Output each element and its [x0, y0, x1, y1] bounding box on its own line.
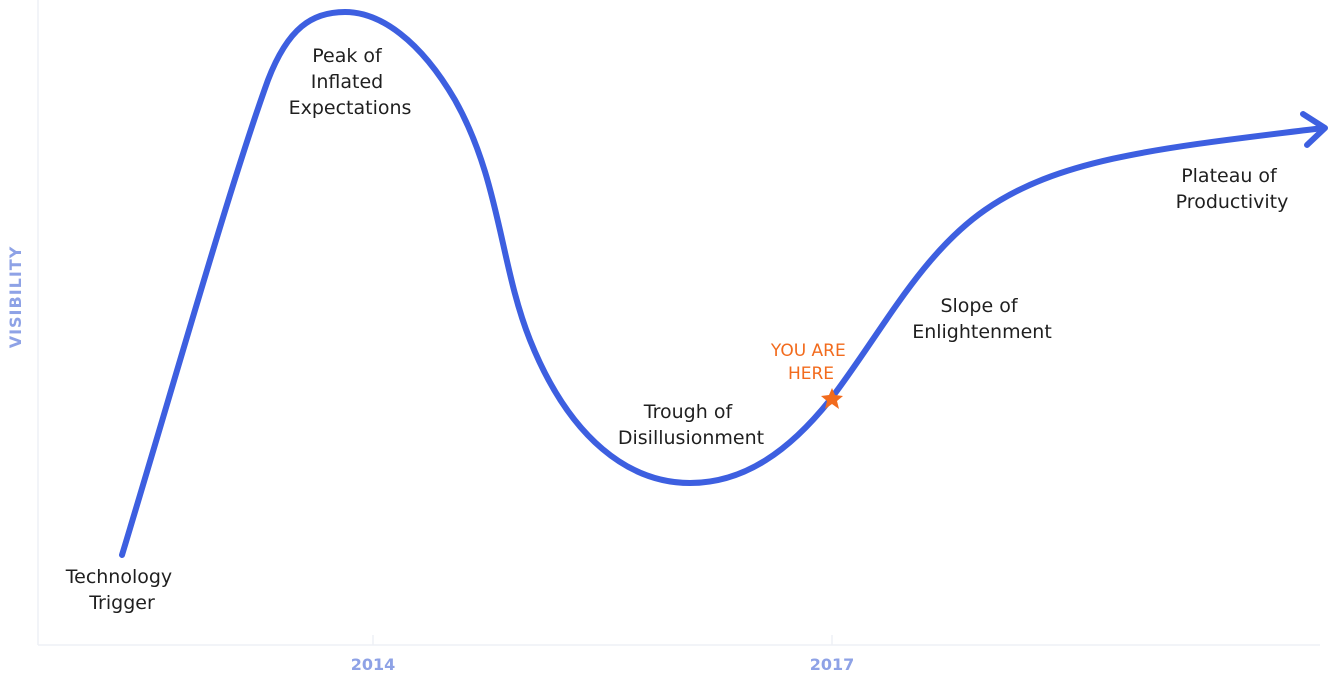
label-technology-trigger: Technology Trigger: [65, 566, 178, 614]
label-you-are-here: YOU ARE HERE: [770, 341, 851, 384]
label-peak-line-3: Expectations: [289, 97, 412, 119]
label-peak-of-inflated-expectations: Peak of Inflated Expectations: [289, 45, 412, 119]
label-technology-trigger-line-2: Trigger: [88, 592, 155, 614]
hype-curve: [119, 9, 1326, 558]
label-plateau-line-2: Productivity: [1176, 191, 1289, 213]
label-you-are-here-line-1: YOU ARE: [770, 341, 846, 361]
label-trough-of-disillusionment: Trough of Disillusionment: [618, 401, 764, 449]
label-slope-line-1: Slope of: [940, 295, 1018, 317]
x-tick-label-2017: 2017: [810, 655, 855, 674]
y-axis-label: VISIBILITY: [6, 246, 25, 349]
label-you-are-here-line-2: HERE: [788, 364, 834, 384]
label-technology-trigger-line-1: Technology: [65, 566, 172, 588]
arrow-head-icon: [1300, 111, 1328, 148]
star-icon: [821, 388, 843, 409]
label-trough-line-2: Disillusionment: [618, 427, 764, 449]
label-peak-line-2: Inflated: [311, 71, 383, 93]
label-plateau-of-productivity: Plateau of Productivity: [1176, 165, 1289, 213]
x-tick-label-2014: 2014: [351, 655, 396, 674]
label-slope-of-enlightenment: Slope of Enlightenment: [912, 295, 1052, 343]
label-plateau-line-1: Plateau of: [1181, 165, 1278, 187]
label-slope-line-2: Enlightenment: [912, 321, 1052, 343]
label-peak-line-1: Peak of: [312, 45, 383, 67]
label-trough-line-1: Trough of: [643, 401, 734, 423]
